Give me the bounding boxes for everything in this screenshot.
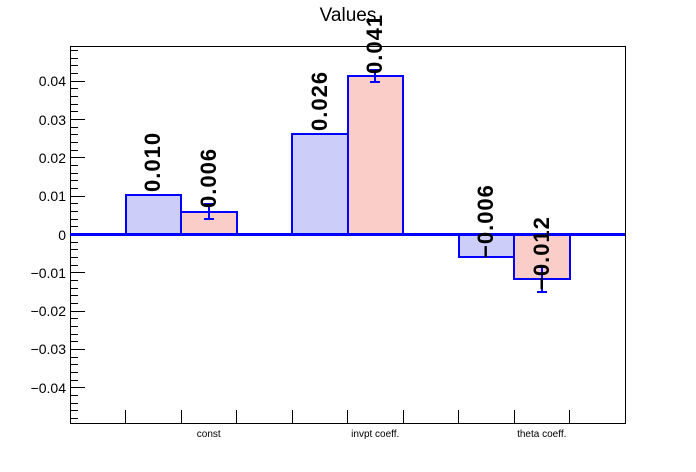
y-axis-tick-label: 0 bbox=[58, 226, 66, 243]
y-axis-major-tick bbox=[70, 272, 85, 274]
y-axis-minor-tick bbox=[70, 96, 78, 98]
y-axis-major-tick bbox=[70, 195, 85, 197]
y-axis-minor-tick bbox=[70, 279, 78, 281]
bar-invpt-series-blue bbox=[291, 133, 349, 236]
y-axis-minor-tick bbox=[70, 333, 78, 335]
y-axis-minor-tick bbox=[70, 149, 78, 151]
error-bar-cap-top bbox=[203, 202, 214, 205]
x-axis-tick bbox=[347, 410, 348, 423]
y-axis-major-tick bbox=[70, 80, 85, 82]
y-axis-minor-tick bbox=[70, 249, 78, 251]
error-bar-cap-bottom bbox=[370, 81, 381, 84]
y-axis-minor-tick bbox=[70, 126, 78, 128]
x-axis-tick bbox=[125, 410, 126, 423]
y-axis-minor-tick bbox=[70, 256, 78, 258]
y-axis-minor-tick bbox=[70, 241, 78, 243]
y-axis-minor-tick bbox=[70, 394, 78, 396]
bar-value-label: −0.012 bbox=[528, 215, 554, 290]
y-axis-minor-tick bbox=[70, 203, 78, 205]
y-axis-minor-tick bbox=[70, 341, 78, 343]
y-axis-minor-tick bbox=[70, 417, 78, 419]
x-axis-category-label: invpt coeff. bbox=[351, 429, 400, 440]
x-axis-tick bbox=[236, 410, 237, 423]
error-bar bbox=[374, 70, 377, 83]
x-axis-tick bbox=[569, 410, 570, 423]
y-axis-minor-tick bbox=[70, 88, 78, 90]
y-axis-minor-tick bbox=[70, 134, 78, 136]
y-axis-minor-tick bbox=[70, 295, 78, 297]
y-axis-minor-tick bbox=[70, 402, 78, 404]
y-axis-minor-tick bbox=[70, 325, 78, 327]
y-axis-minor-tick bbox=[70, 410, 78, 412]
y-axis-minor-tick bbox=[70, 379, 78, 381]
x-axis-tick bbox=[291, 410, 293, 423]
chart-title: Values bbox=[319, 5, 377, 26]
x-axis-tick bbox=[458, 410, 459, 423]
x-axis-category-label: theta coeff. bbox=[517, 429, 567, 440]
y-axis-minor-tick bbox=[70, 50, 78, 52]
error-bar-cap-top bbox=[536, 266, 547, 269]
y-axis-minor-tick bbox=[70, 65, 78, 67]
error-bar-cap-bottom bbox=[536, 290, 547, 293]
error-bar-cap-bottom bbox=[203, 218, 214, 221]
y-axis-tick-label: 0.04 bbox=[38, 73, 66, 90]
error-bar-cap-top bbox=[370, 69, 381, 72]
y-axis-minor-tick bbox=[70, 103, 78, 105]
error-bar bbox=[540, 267, 543, 292]
y-axis-minor-tick bbox=[70, 364, 78, 366]
y-axis-tick-label: 0.01 bbox=[38, 188, 66, 205]
y-axis-tick-label: −0.01 bbox=[30, 264, 66, 281]
y-axis-minor-tick bbox=[70, 371, 78, 373]
y-axis-minor-tick bbox=[70, 111, 78, 113]
y-axis-minor-tick bbox=[70, 188, 78, 190]
x-axis-tick bbox=[402, 410, 404, 423]
x-axis-tick bbox=[513, 410, 515, 423]
y-axis-tick-label: −0.03 bbox=[30, 341, 66, 358]
y-axis-minor-tick bbox=[70, 264, 78, 266]
y-axis-major-tick bbox=[70, 157, 85, 159]
y-axis-minor-tick bbox=[70, 287, 78, 289]
bar-value-label: −0.006 bbox=[473, 184, 499, 259]
y-axis-minor-tick bbox=[70, 356, 78, 358]
zero-line bbox=[70, 233, 625, 236]
y-axis-minor-tick bbox=[70, 211, 78, 212]
x-axis-category-label: const bbox=[196, 429, 221, 440]
y-axis-major-tick bbox=[70, 387, 85, 389]
y-axis-minor-tick bbox=[70, 165, 78, 167]
error-bar bbox=[207, 203, 210, 220]
y-axis-major-tick bbox=[70, 119, 85, 121]
y-axis-minor-tick bbox=[70, 73, 78, 75]
y-axis-tick-label: 0.03 bbox=[38, 111, 66, 128]
bar-value-label: 0.010 bbox=[140, 131, 166, 192]
y-axis-minor-tick bbox=[70, 302, 78, 304]
bar-const-series-blue bbox=[124, 193, 182, 236]
bar-value-label: 0.041 bbox=[362, 14, 388, 75]
bar-value-label: 0.026 bbox=[306, 71, 332, 132]
y-axis-minor-tick bbox=[70, 318, 78, 320]
y-axis-tick-label: −0.04 bbox=[30, 379, 66, 396]
bar-value-label: 0.006 bbox=[195, 147, 221, 208]
y-axis-major-tick bbox=[70, 310, 85, 312]
y-axis-major-tick bbox=[70, 348, 85, 350]
y-axis-minor-tick bbox=[70, 142, 78, 144]
y-axis-minor-tick bbox=[70, 57, 78, 59]
y-axis-minor-tick bbox=[70, 172, 78, 174]
y-axis-minor-tick bbox=[70, 226, 78, 228]
y-axis-minor-tick bbox=[70, 218, 78, 220]
y-axis-tick-label: 0.02 bbox=[38, 149, 66, 166]
bar-invpt-series-pink bbox=[346, 75, 404, 236]
y-axis-tick-label: −0.02 bbox=[30, 303, 66, 320]
y-axis-minor-tick bbox=[70, 180, 78, 182]
x-axis-tick bbox=[180, 410, 182, 423]
